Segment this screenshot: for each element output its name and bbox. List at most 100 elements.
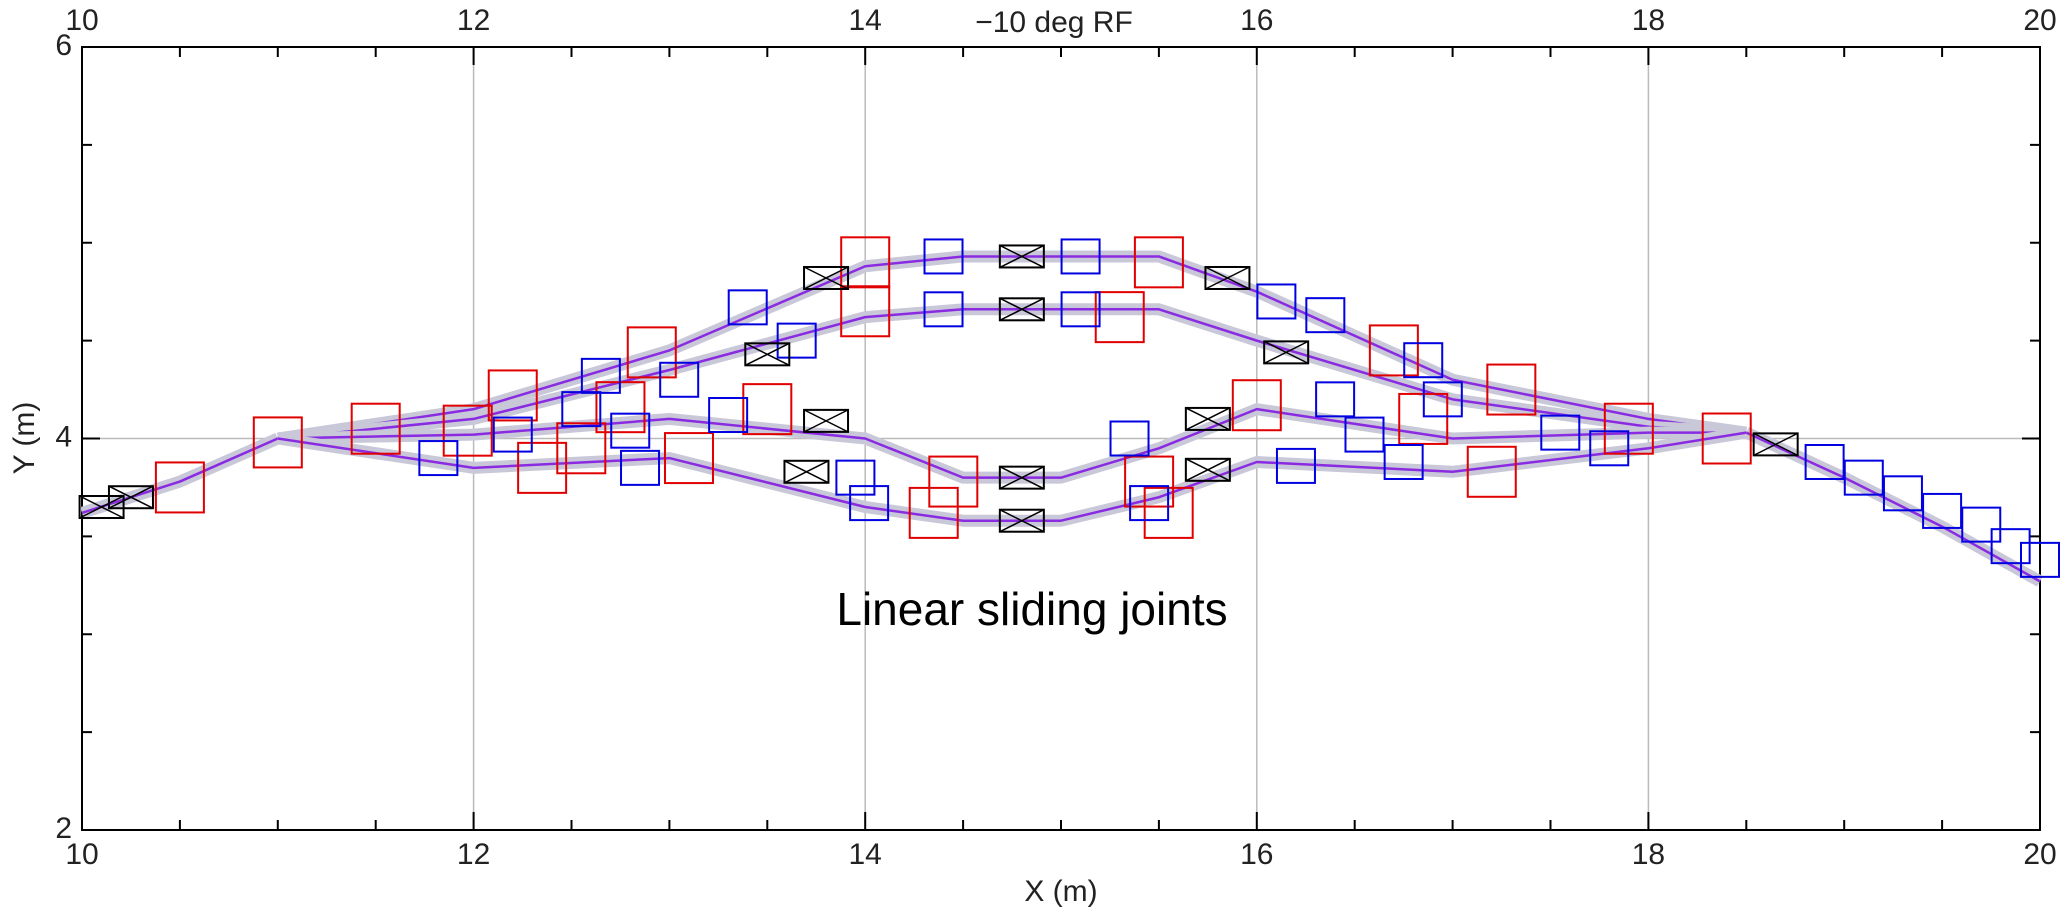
quadrupole-body [1344,416,1385,453]
kicker-cross [1185,458,1231,482]
quadrupole [1961,506,2002,543]
dipole-body [663,432,714,485]
x-tick-label-top: 16 [1240,4,1273,37]
kicker-body [107,485,154,510]
kicker-cross [108,485,154,509]
quadrupole-body [1060,291,1101,328]
kicker-body [78,495,125,520]
kicker-body [783,459,830,484]
quadrupole [1060,291,1101,328]
quadrupole-body [2020,541,2060,578]
dipole [154,461,205,514]
quadrupole [1540,414,1581,451]
kicker-body [1263,340,1310,365]
dipole [1133,236,1184,289]
kicker-body [998,465,1045,490]
quadrupole [1129,485,1170,522]
quadrupole [2020,541,2060,578]
quadrupole-body [1804,443,1845,480]
kicker-cross [999,297,1045,321]
quadrupole [1256,283,1297,320]
x-axis-label: X (m) [1024,875,1097,908]
dipole-body [1094,291,1145,344]
dipole-body [517,441,568,494]
quadrupole [1315,381,1356,418]
kicker [1752,432,1799,457]
dipole-body [1466,445,1517,498]
dipole [1231,379,1282,432]
kicker-cross [1263,340,1309,365]
dipole [928,455,979,508]
quadrupole [727,289,768,326]
quadrupole-body [1422,381,1463,418]
dipole [350,402,401,455]
dipole-body [556,422,607,475]
quadrupole-body [1060,238,1101,275]
quadrupole [1109,420,1150,457]
kicker [78,495,125,520]
dipole-body [928,455,979,508]
quadrupole [1843,459,1884,496]
dipole [556,422,607,475]
x-tick-label: 16 [1240,838,1273,871]
dipole-body [742,383,793,436]
quadrupole [492,416,533,453]
kicker [803,265,850,290]
dipole [1466,445,1517,498]
quadrupole [835,459,876,496]
kicker-cross [784,460,829,484]
quadrupole [1589,430,1630,467]
dipole-body [1133,236,1184,289]
dipole-body [1368,324,1419,377]
x-tick-label: 12 [457,838,490,871]
dipole [1094,291,1145,344]
kicker-body [998,244,1045,269]
kicker-body [1184,457,1231,482]
dipole [663,432,714,485]
kicker [107,485,154,510]
dipole-body [1124,455,1175,508]
x-tick-label: 14 [849,838,882,871]
dipole [1701,412,1752,465]
dipole-body [626,326,677,379]
quadrupole [610,412,651,449]
quadrupole-body [849,485,890,522]
quadrupole-body [561,391,602,428]
kicker [744,342,791,367]
quadrupole [418,440,459,477]
beam-path [277,431,1747,522]
chart-title: −10 deg RF [975,6,1133,39]
quadrupole-body [1275,447,1316,484]
kicker-cross [1185,407,1231,431]
beam-path [81,437,279,515]
kicker-body [803,265,850,290]
dipole-body [1486,363,1537,416]
quadrupole [1990,528,2031,565]
annotation: Linear sliding joints [836,583,1227,635]
quadrupole-body [1383,443,1424,480]
x-tick-label: 18 [1632,838,1665,871]
quadrupole-body [610,412,651,449]
kicker-body [1184,406,1231,431]
kicker [1184,406,1231,431]
quadrupole-body [708,397,749,434]
quadrupole [776,322,817,359]
quadrupole [561,391,602,428]
quadrupole-body [835,459,876,496]
kicker [1263,340,1310,365]
beam-envelope [277,303,1747,445]
kicker-cross [999,244,1045,269]
quadrupole-body [1882,475,1923,512]
dipole [840,236,891,289]
y-tick-label: 2 [55,812,72,845]
kicker-body [803,408,850,433]
dipole [442,404,493,457]
quadrupole [1344,416,1385,453]
kicker [998,465,1045,490]
quadrupole-body [659,361,700,398]
dipole-body [350,402,401,455]
quadrupole [849,485,890,522]
dipole-body [1701,412,1752,465]
quadrupole-body [1961,506,2002,543]
